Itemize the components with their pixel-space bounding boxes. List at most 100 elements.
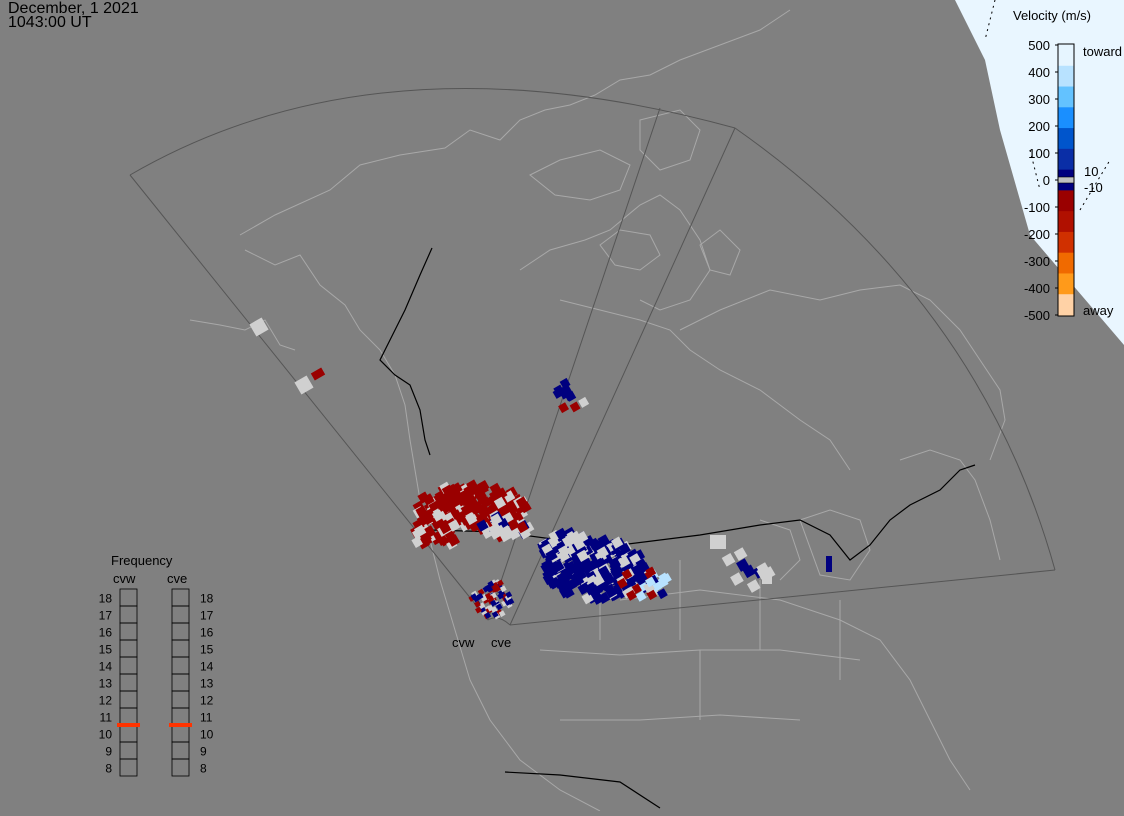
frequency-level-label: 14 (200, 660, 214, 674)
legend-color-band (1058, 45, 1074, 67)
velocity-cell (552, 388, 564, 399)
velocity-cell (476, 592, 484, 600)
velocity-cell (499, 585, 507, 593)
velocity-cell (621, 568, 633, 580)
legend-ticks: 500 400 300 200 100 0 -100 -200 -300 -400 -500 (1024, 38, 1058, 323)
velocity-cell (560, 569, 573, 582)
velocity-cell (625, 589, 637, 601)
legend-tick-label: 100 (1028, 146, 1050, 161)
velocity-cell (618, 542, 631, 555)
velocity-cell (584, 583, 597, 596)
time-label: 1043:00 UT (8, 14, 92, 31)
legend-color-band (1058, 148, 1074, 171)
velocity-cell (576, 530, 589, 544)
velocity-cell (547, 535, 560, 549)
frequency-level-label: 10 (200, 728, 214, 742)
velocity-cell (616, 577, 628, 589)
legend-tick-label: -300 (1024, 254, 1050, 269)
timestamp: December, 1 2021 1043:00 UT (8, 1, 139, 31)
legend-colorbar (1057, 45, 1075, 316)
velocity-cell (493, 496, 507, 509)
velocity-cell (441, 484, 454, 497)
frequency-level-label: 10 (99, 728, 113, 742)
frequency-level-label: 15 (200, 643, 214, 657)
frequency-level-label: 8 (105, 762, 112, 776)
velocity-cell (656, 588, 668, 600)
velocity-cell (592, 574, 605, 587)
velocity-cell (572, 574, 585, 587)
velocity-cell (571, 564, 584, 577)
velocity-cell (618, 555, 631, 568)
frequency-level-label: 12 (99, 694, 113, 708)
velocity-cell (439, 522, 452, 535)
velocity-cell (484, 612, 492, 619)
velocity-cell (495, 487, 508, 500)
velocity-cell (490, 513, 503, 526)
frequency-level-label: 17 (99, 609, 113, 623)
velocity-cell (636, 571, 648, 583)
velocity-cell (558, 402, 570, 414)
velocity-cell (491, 611, 499, 618)
velocity-cell (746, 579, 761, 593)
frequency-level-label: 11 (200, 711, 213, 725)
velocity-cell (561, 535, 575, 548)
radar-label-cvw: cvw (452, 635, 475, 650)
terminator-line (984, 0, 1111, 211)
coastlines (189, 9, 1006, 812)
velocity-cell (310, 367, 326, 381)
frequency-level-label: 18 (200, 592, 214, 606)
velocity-cell (581, 592, 594, 605)
velocity-cell (598, 591, 611, 604)
velocity-cell (596, 546, 609, 559)
frequency-marker (117, 723, 140, 727)
velocity-cell (482, 585, 490, 593)
frequency-level-label: 18 (99, 592, 113, 606)
velocity-cell (448, 519, 461, 532)
legend-plus10-label: 10 (1084, 164, 1098, 179)
velocity-cell (733, 547, 748, 561)
frequency-level-label: 12 (200, 694, 214, 708)
legend-color-band (1058, 128, 1074, 150)
velocity-cell (635, 590, 647, 602)
velocity-cell (437, 493, 451, 506)
velocity-cell (762, 570, 772, 584)
frequency-cell (171, 758, 190, 777)
velocity-cell (420, 534, 433, 547)
velocity-cell (498, 610, 506, 618)
frequency-radar-cve: cve (167, 571, 187, 586)
legend-tick-label: 200 (1028, 119, 1050, 134)
velocity-cell (497, 592, 505, 600)
velocity-cell (577, 582, 590, 595)
velocity-cell (477, 588, 485, 596)
legend-color-band (1058, 65, 1074, 88)
velocity-cell (645, 566, 657, 578)
frequency-radar-cvw: cvw (113, 571, 136, 586)
velocity-cell (450, 482, 463, 495)
velocity-cell (558, 545, 571, 558)
legend-color-band (1058, 252, 1074, 274)
frequency-level-label: 16 (99, 626, 113, 640)
legend-minus10-label: -10 (1084, 180, 1103, 195)
frequency-panel: Frequency cvw cve 18 18 17 17 16 16 15 15 14 14 13… (99, 553, 214, 777)
velocity-cell (545, 565, 558, 578)
velocity-cell (431, 509, 445, 522)
velocity-cell (474, 600, 481, 608)
legend-color-band (1058, 273, 1074, 295)
frequency-level-label: 14 (99, 660, 113, 674)
legend-zero-band (1057, 176, 1075, 184)
velocity-cell (608, 557, 621, 570)
velocity-cell (611, 536, 624, 549)
legend-color-band (1058, 211, 1074, 233)
velocity-cell (505, 591, 513, 599)
velocity-cell (560, 384, 572, 396)
velocity-cell (736, 558, 750, 572)
velocity-cells (249, 317, 832, 620)
frequency-level-label: 13 (200, 677, 214, 691)
velocity-cell (710, 535, 726, 549)
radar-label-cve: cve (491, 635, 511, 650)
legend-tick-label: -400 (1024, 281, 1050, 296)
velocity-cell (467, 500, 480, 513)
velocity-cell (515, 496, 529, 509)
velocity-cell (414, 524, 427, 538)
legend-tick-label: -100 (1024, 200, 1050, 215)
